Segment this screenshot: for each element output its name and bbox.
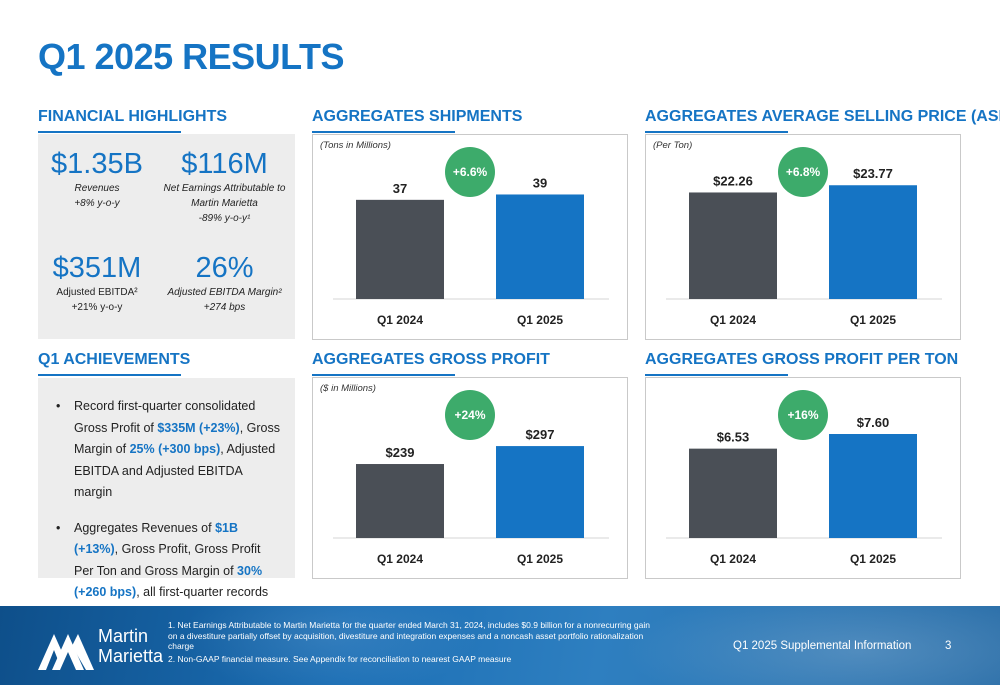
bar-q1-2025: [496, 194, 584, 299]
financial-highlights-heading: FINANCIAL HIGHLIGHTS: [38, 108, 228, 125]
footnote-2: 2. Non-GAAP financial measure. See Appen…: [168, 653, 512, 664]
category-tick-label: Q1 2025: [517, 313, 563, 327]
kpi-sub: +21% y-o-y: [71, 302, 123, 313]
kpi-label: Adjusted EBITDA²: [56, 287, 138, 298]
logo-wordmark: Martin Marietta: [98, 626, 163, 666]
change-badge: +16%: [778, 390, 828, 440]
footnotes: 1. Net Earnings Attributable to Martin M…: [168, 620, 658, 666]
footnote-1: 1. Net Earnings Attributable to Martin M…: [168, 620, 650, 651]
bar-data-label: $23.77: [853, 166, 893, 181]
bar-q1-2025: [496, 446, 584, 538]
asp-chart-svg: $22.26 Q1 2024 $23.77 Q1 2025: [666, 166, 942, 327]
change-badge: +24%: [445, 390, 495, 440]
kpi-sub: +274 bps: [203, 302, 246, 313]
category-tick-label: Q1 2024: [710, 552, 756, 566]
achievements-heading: Q1 ACHIEVEMENTS: [38, 351, 191, 368]
asp-rule: [645, 131, 788, 133]
bar-q1-2024: [356, 199, 444, 299]
shipments-rule: [312, 131, 455, 133]
bar-data-label: 39: [533, 175, 547, 190]
change-badge: +6.6%: [445, 147, 495, 197]
bullet-text: , Gross Margin of: [74, 420, 280, 457]
kpi-value: $116M: [181, 148, 268, 180]
bullet-text: , Gross Profit, Gross Profit Per Ton and…: [74, 542, 261, 578]
shipments-heading: AGGREGATES SHIPMENTS: [312, 108, 523, 125]
page-number: 3: [945, 640, 952, 652]
logo-text-line: Marietta: [98, 646, 164, 666]
bar-q1-2024: [689, 192, 777, 299]
bullet-highlight: $335M (+23%): [157, 420, 240, 435]
kpi-adjusted-ebitda-margin: 26% Adjusted EBITDA Margin² +274 bps: [154, 252, 295, 315]
kpi-value: $351M: [52, 252, 142, 284]
kpi-sub2: -89% y-o-y¹: [198, 213, 251, 224]
bullet-text: Aggregates Revenues of: [74, 520, 216, 535]
page-title: Q1 2025 RESULTS: [38, 36, 344, 77]
achievement-bullet-1: Record first-quarter consolidated Gross …: [56, 396, 283, 504]
gross-profit-chart: $239 Q1 2024 $297 Q1 2025 ($ in Millions) +…: [312, 377, 628, 579]
gp-per-ton-heading: AGGREGATES GROSS PROFIT PER TON: [645, 351, 959, 368]
achievement-bullet-2: Aggregates Revenues of $1B (+13%), Gross…: [56, 518, 283, 604]
shipments-chart-svg: 37 Q1 2024 39 Q1 2025: [333, 175, 609, 327]
bar-q1-2024: [689, 448, 777, 538]
financial-highlights-rule: [38, 131, 181, 133]
gp-per-ton-chart: $6.53 Q1 2024 $7.60 Q1 2025 +16%: [645, 377, 961, 579]
category-tick-label: Q1 2024: [710, 313, 756, 327]
chart-unit-note: (Per Ton): [653, 140, 693, 151]
bar-data-label: 37: [393, 181, 407, 196]
shipments-chart: 37 Q1 2024 39 Q1 2025 (Tons in Millions) +6…: [312, 134, 628, 340]
footer-band: Martin Marietta 1. Net Earnings Attribut…: [0, 606, 1000, 685]
gross-profit-rule: [312, 374, 455, 376]
bar-data-label: $22.26: [713, 173, 753, 188]
kpi-value: 26%: [195, 252, 254, 284]
bullet-text: , Adjusted EBITDA and Adjusted EBITDA ma…: [74, 442, 276, 499]
chart-unit-note: ($ in Millions): [320, 383, 376, 394]
kpi-label: Adjusted EBITDA Margin²: [167, 287, 282, 298]
bar-q1-2025: [829, 434, 917, 538]
bullet-highlight: 30% (+260 bps): [74, 563, 263, 600]
bar-data-label: $297: [526, 427, 555, 442]
gross-profit-chart-svg: $239 Q1 2024 $297 Q1 2025: [333, 427, 609, 566]
logo-mark-icon: [38, 634, 94, 670]
gp-per-ton-rule: [645, 374, 788, 376]
supplemental-label: Q1 2025 Supplemental Information: [733, 640, 912, 652]
financial-highlights-box: $1.35B Revenues +8% y-o-y $116M Net Earn…: [38, 134, 295, 339]
category-tick-label: Q1 2025: [517, 552, 563, 566]
asp-chart: $22.26 Q1 2024 $23.77 Q1 2025 (Per Ton) +6.…: [645, 134, 961, 340]
kpi-net-earnings: $116M Net Earnings Attributable to Marti…: [154, 148, 295, 226]
category-tick-label: Q1 2025: [850, 552, 896, 566]
footer-texture: [620, 606, 1000, 685]
kpi-revenues: $1.35B Revenues +8% y-o-y: [38, 148, 156, 211]
bar-data-label: $239: [386, 445, 415, 460]
martin-marietta-logo: Martin Marietta: [38, 624, 168, 674]
bullet-text: Record first-quarter consolidated Gross …: [74, 399, 256, 435]
kpi-sub: Martin Marietta: [191, 198, 258, 209]
kpi-sub: +8% y-o-y: [74, 198, 120, 209]
kpi-adjusted-ebitda: $351M Adjusted EBITDA² +21% y-o-y: [38, 252, 156, 315]
chart-unit-note: (Tons in Millions): [320, 140, 391, 151]
bar-data-label: $7.60: [857, 415, 890, 430]
category-tick-label: Q1 2024: [377, 313, 423, 327]
achievements-box: Record first-quarter consolidated Gross …: [38, 378, 295, 599]
bar-q1-2024: [356, 464, 444, 538]
asp-heading: AGGREGATES AVERAGE SELLING PRICE (ASP): [645, 108, 1000, 125]
kpi-label: Net Earnings Attributable to: [163, 183, 286, 194]
gross-profit-heading: AGGREGATES GROSS PROFIT: [312, 351, 550, 368]
bar-data-label: $6.53: [717, 430, 750, 445]
kpi-label: Revenues: [74, 183, 120, 194]
gp-per-ton-chart-svg: $6.53 Q1 2024 $7.60 Q1 2025: [666, 415, 942, 566]
bullet-highlight: 25% (+300 bps): [129, 442, 221, 456]
kpi-value: $1.35B: [51, 148, 143, 180]
change-badge: +6.8%: [778, 147, 828, 197]
bullet-highlight: $1B (+13%): [74, 520, 239, 557]
footer-texture: [180, 606, 480, 685]
category-tick-label: Q1 2025: [850, 313, 896, 327]
category-tick-label: Q1 2024: [377, 552, 423, 566]
bar-q1-2025: [829, 185, 917, 299]
achievements-rule: [38, 374, 181, 376]
bullet-text: , all first-quarter records: [136, 585, 269, 599]
logo-text-line: Martin: [98, 626, 149, 646]
